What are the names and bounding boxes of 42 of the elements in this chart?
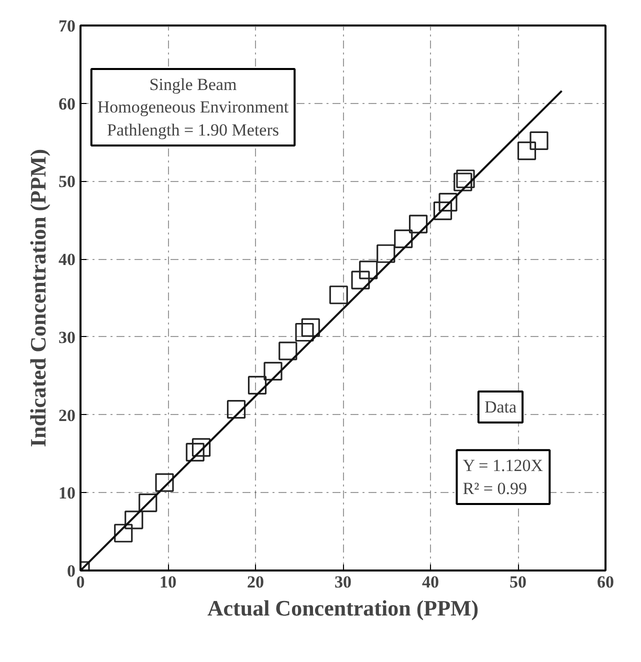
annotation: Data [484,398,517,416]
point [248,376,267,394]
point [454,172,472,192]
point [124,510,144,530]
x-tick-label: 10 [160,572,176,592]
x-tick-label: 20 [247,572,264,592]
point [138,493,158,512]
annotation: Y = 1.120X R² = 0.99 [462,456,544,498]
point [433,202,452,220]
point [530,131,548,150]
y-axis-title: Indicated Concentration (PPM) [26,148,50,448]
point [155,473,174,492]
y-tick-label: 70 [58,16,76,36]
point [186,442,204,462]
y-tick-label: 20 [58,406,76,425]
point [278,342,298,360]
x-tick-label: 30 [334,572,352,592]
point [114,524,133,542]
point [456,170,475,188]
y-tick-label: 10 [58,484,76,503]
x-axis-title: Actual Concentration (PPM) [207,596,479,620]
point [329,286,348,304]
point [517,142,536,160]
point [408,214,428,234]
annotation: Single Beam Homogeneous Environment Pathlength = 1.90 Meters [97,74,289,140]
point [301,318,320,337]
point [394,230,413,248]
point [351,270,370,290]
point [295,322,314,342]
x-tick-label: 60 [597,572,614,592]
point [438,192,458,212]
y-tick-label: 30 [58,328,76,347]
y-tick-label: 50 [58,172,76,192]
point [264,362,282,380]
point [192,438,211,457]
point [226,400,246,419]
y-tick-label: 40 [58,250,76,270]
x-tick-label: 50 [510,572,526,592]
x-tick-label: 40 [422,572,439,592]
y-tick-label: 60 [58,94,76,114]
point [376,244,396,263]
point [359,260,378,280]
